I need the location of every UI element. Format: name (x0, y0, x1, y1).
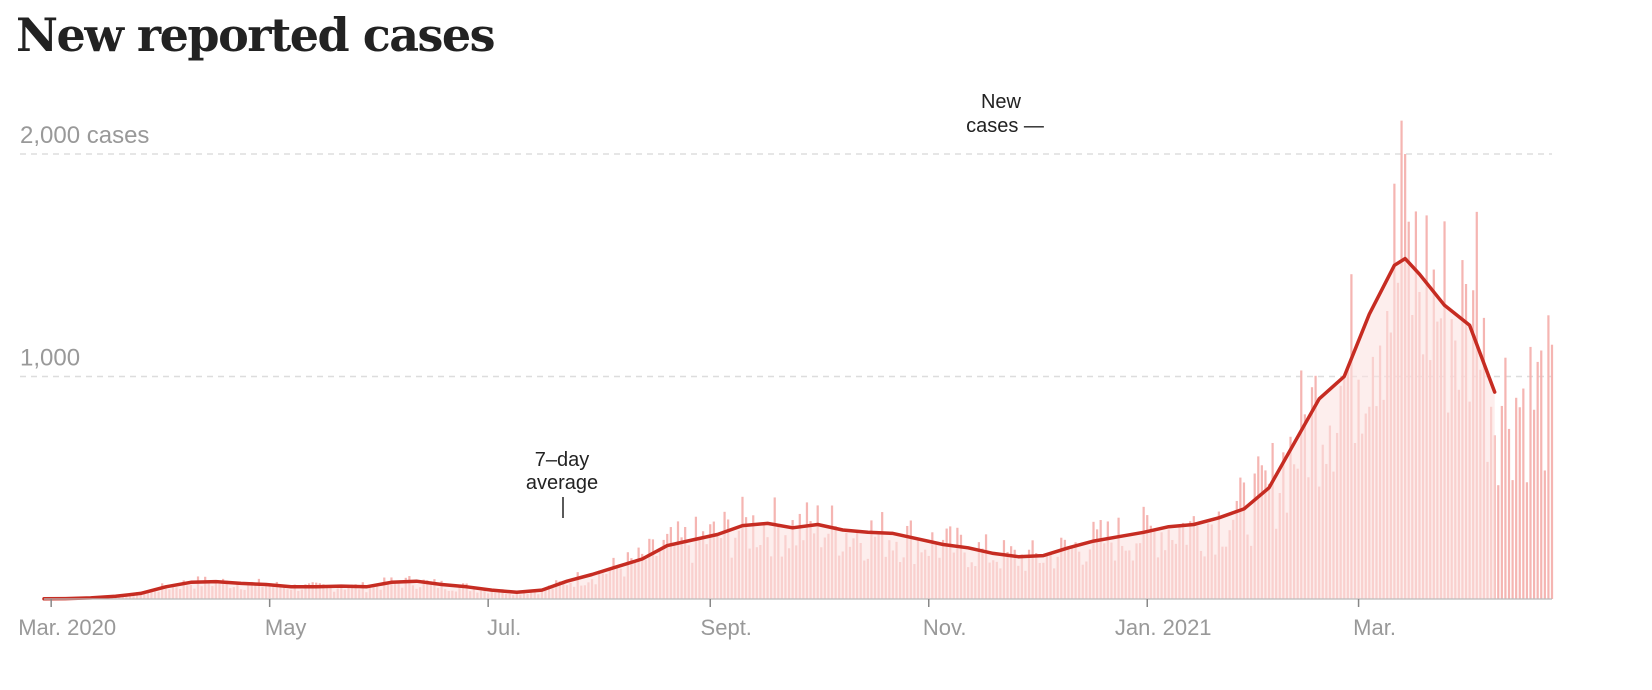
y-tick-label: 2,000 cases (20, 122, 149, 149)
daily-case-bar (1547, 315, 1550, 599)
new-cases-annotation: New cases — (966, 91, 1044, 137)
x-tick-label: May (265, 615, 307, 640)
gridlines (20, 153, 1552, 378)
x-tick-label: Mar. 2020 (18, 615, 116, 640)
seven-day-average-annotation: 7–day average (526, 449, 598, 518)
daily-case-bar (1532, 409, 1536, 599)
y-tick-label: 1,000 (20, 345, 80, 372)
seven-day-average-line (42, 256, 1497, 601)
x-axis-ticks: Mar. 2020 May Jul. Sept. Nov. Jan. 2021 Mar. (18, 599, 1396, 640)
y-axis-ticks: 1,000 2,000 cases (20, 122, 149, 372)
daily-case-bar (1525, 482, 1529, 599)
daily-case-bar (1511, 480, 1514, 599)
x-tick-label: Sept. (701, 615, 752, 640)
daily-case-bar (1522, 388, 1525, 599)
daily-case-bar (1500, 405, 1503, 599)
average-annotation-line-2: average (526, 472, 598, 494)
x-tick-label: Jan. 2021 (1115, 615, 1212, 640)
x-tick-label: Mar. (1353, 615, 1396, 640)
daily-case-bar (1497, 485, 1500, 599)
average-annotation-line-1: 7–day (535, 449, 590, 471)
daily-case-bar (1507, 428, 1511, 599)
daily-case-bar (1518, 407, 1521, 599)
chart-title: New reported cases (16, 8, 496, 62)
daily-case-bar (1536, 361, 1539, 599)
x-tick-label: Nov. (923, 615, 967, 640)
daily-case-bar (1504, 357, 1507, 599)
daily-case-bar (1515, 397, 1518, 599)
x-tick-label: Jul. (487, 615, 521, 640)
average-area-fill (44, 258, 1495, 599)
daily-case-bar (1550, 344, 1554, 599)
daily-case-bar (1529, 346, 1532, 599)
new-cases-annotation-line-2: cases — (966, 115, 1044, 137)
daily-case-bar (1543, 470, 1546, 599)
new-cases-annotation-line-1: New (981, 91, 1022, 113)
daily-case-bar (1540, 350, 1543, 599)
